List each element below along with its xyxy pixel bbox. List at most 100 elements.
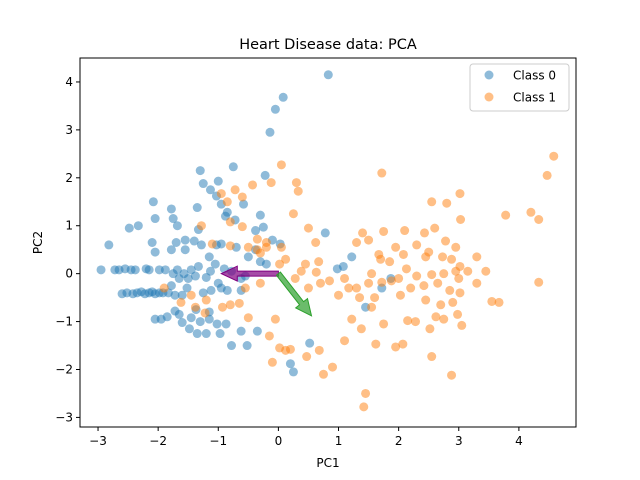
- data-point-class-1: [448, 297, 458, 307]
- data-point-class-1: [442, 198, 452, 208]
- x-tick-label: −3: [89, 434, 107, 448]
- y-axis: −3 −2 −1 0 1 2 3 4: [55, 75, 80, 424]
- data-point-class-0: [338, 261, 348, 271]
- data-point-class-1: [159, 283, 169, 293]
- data-point-class-1: [290, 273, 300, 283]
- data-point-class-1: [303, 283, 313, 293]
- data-point-class-1: [225, 300, 235, 310]
- data-point-class-1: [398, 249, 408, 259]
- data-point-class-1: [427, 197, 437, 207]
- data-point-class-0: [166, 281, 176, 291]
- data-point-class-1: [255, 248, 265, 258]
- data-point-class-1: [534, 214, 544, 224]
- loading-arrow-1: [275, 271, 313, 317]
- data-point-class-1: [427, 352, 437, 362]
- data-point-class-1: [526, 207, 536, 217]
- data-point-class-0: [222, 285, 232, 295]
- data-point-class-1: [439, 269, 449, 279]
- data-point-class-0: [196, 240, 206, 250]
- data-point-class-1: [234, 298, 244, 308]
- data-point-class-1: [412, 240, 422, 250]
- data-point-class-1: [394, 273, 404, 283]
- data-point-class-0: [192, 203, 202, 213]
- data-point-class-1: [217, 302, 227, 312]
- x-tick-label: 1: [335, 434, 343, 448]
- data-point-class-0: [166, 204, 176, 214]
- data-point-class-0: [189, 236, 199, 246]
- legend-box: [469, 63, 570, 112]
- legend-label-class-0: Class 0: [513, 69, 556, 83]
- data-point-class-0: [150, 247, 160, 257]
- data-point-class-1: [248, 180, 258, 190]
- data-point-class-0: [198, 288, 208, 298]
- data-point-class-0: [130, 265, 140, 275]
- data-point-class-1: [364, 235, 374, 245]
- data-point-class-1: [225, 241, 235, 251]
- legend-marker-class-1: [484, 92, 494, 102]
- data-point-class-0: [162, 312, 172, 322]
- data-point-class-0: [182, 283, 192, 293]
- data-point-class-0: [216, 239, 226, 249]
- data-point-class-1: [379, 226, 389, 236]
- data-point-class-1: [255, 278, 265, 288]
- data-point-class-1: [240, 283, 250, 293]
- points-layer: [96, 70, 559, 412]
- data-point-class-1: [276, 160, 286, 170]
- data-point-class-1: [367, 269, 377, 279]
- data-point-class-1: [264, 331, 274, 341]
- y-tick-label: 4: [65, 75, 73, 89]
- data-point-class-1: [371, 339, 381, 349]
- data-point-class-0: [236, 326, 246, 336]
- data-point-class-1: [456, 214, 466, 224]
- data-point-class-1: [216, 189, 226, 199]
- chart-title: Heart Disease data: PCA: [239, 37, 417, 53]
- axes-frame: [79, 57, 577, 428]
- data-point-class-1: [419, 228, 429, 238]
- data-point-class-1: [398, 339, 408, 349]
- data-point-class-0: [174, 309, 184, 319]
- data-point-class-1: [494, 297, 504, 307]
- data-point-class-1: [427, 270, 437, 280]
- y-tick-label: 3: [65, 123, 73, 137]
- data-point-class-1: [314, 345, 324, 355]
- data-point-class-1: [501, 210, 511, 220]
- data-point-class-1: [200, 308, 210, 318]
- data-point-class-1: [347, 314, 357, 324]
- data-point-class-0: [177, 290, 187, 300]
- data-point-class-0: [166, 245, 176, 255]
- data-point-class-1: [438, 252, 448, 262]
- loading-arrow-0: [220, 265, 279, 282]
- data-point-class-0: [174, 273, 184, 283]
- data-point-class-1: [370, 293, 380, 303]
- data-point-class-0: [265, 127, 275, 137]
- data-point-class-0: [193, 261, 203, 271]
- data-point-class-1: [325, 276, 335, 286]
- data-point-class-1: [451, 242, 461, 252]
- data-point-class-1: [377, 168, 387, 178]
- data-point-class-0: [180, 235, 190, 245]
- data-point-class-1: [391, 242, 401, 252]
- data-point-class-0: [177, 318, 187, 328]
- legend: Class 0 Class 1: [469, 63, 570, 112]
- data-point-class-0: [198, 179, 208, 189]
- data-point-class-1: [367, 302, 377, 312]
- data-point-class-0: [288, 367, 298, 377]
- data-point-class-1: [318, 369, 328, 379]
- data-point-class-1: [328, 362, 338, 372]
- data-point-class-0: [171, 238, 181, 247]
- data-point-class-0: [192, 329, 202, 339]
- data-point-class-1: [412, 271, 422, 281]
- data-point-class-1: [352, 283, 362, 293]
- data-point-class-0: [133, 221, 143, 231]
- data-point-class-1: [237, 222, 247, 232]
- data-point-class-1: [395, 290, 405, 300]
- data-point-class-0: [195, 317, 205, 327]
- data-point-class-1: [447, 370, 457, 380]
- data-point-class-1: [481, 266, 491, 276]
- data-point-class-0: [270, 104, 280, 114]
- data-point-class-1: [230, 185, 240, 195]
- data-point-class-1: [315, 278, 325, 288]
- y-tick-label: 2: [65, 171, 73, 185]
- data-point-class-0: [239, 199, 249, 209]
